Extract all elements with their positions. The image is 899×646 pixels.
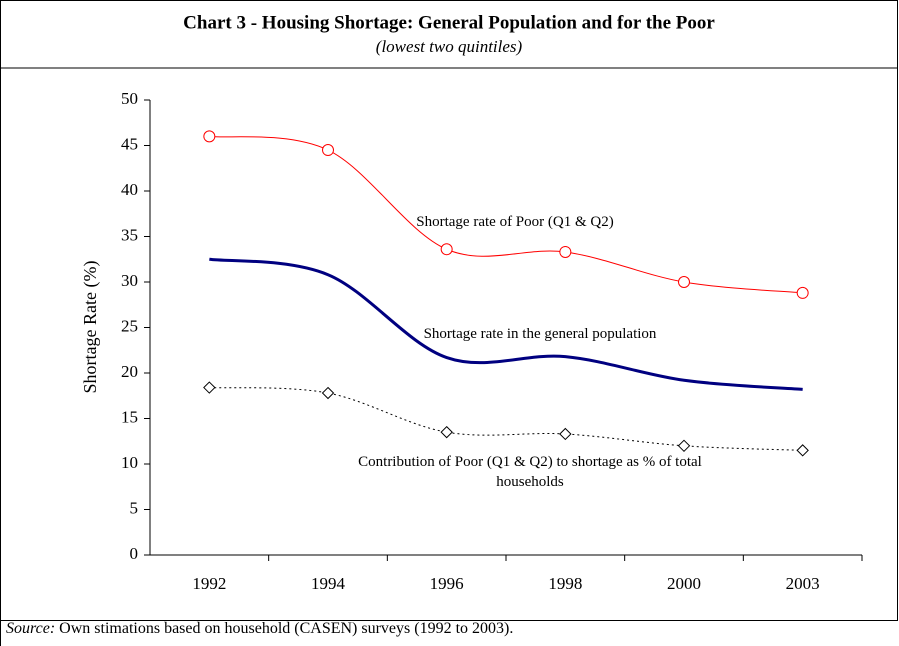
- data-point: [796, 444, 809, 457]
- y-tick-label: 50: [121, 89, 138, 108]
- data-point: [440, 425, 453, 439]
- data-point: [796, 286, 809, 299]
- x-tick-label: 1998: [548, 574, 582, 593]
- series-label: Contribution of Poor (Q1 & Q2) to shorta…: [358, 454, 702, 490]
- y-tick-label: 45: [121, 134, 138, 153]
- y-tick-label: 0: [130, 544, 139, 563]
- data-point: [559, 427, 572, 441]
- series-label: Shortage rate in the general population: [423, 326, 657, 342]
- x-tick-label: 2000: [667, 574, 701, 593]
- series-line: [209, 387, 803, 451]
- data-point: [559, 245, 572, 258]
- y-tick-label: 15: [121, 407, 138, 426]
- data-point: [440, 243, 453, 256]
- y-tick-label: 10: [121, 453, 138, 472]
- series-label: Shortage rate of Poor (Q1 & Q2): [416, 214, 614, 230]
- source-text: Own stimations based on household (CASEN…: [59, 620, 514, 637]
- chart-subtitle: (lowest two quintiles): [376, 37, 523, 56]
- y-axis-label: Shortage Rate (%): [80, 261, 101, 394]
- x-tick-label: 1992: [192, 574, 226, 593]
- y-tick-label: 25: [121, 316, 138, 335]
- data-point: [203, 381, 216, 394]
- data-point: [203, 130, 216, 143]
- y-tick-label: 30: [121, 271, 138, 290]
- y-tick-label: 35: [121, 225, 138, 244]
- source-label: Source:: [6, 620, 56, 637]
- data-point: [677, 439, 691, 453]
- data-point: [322, 144, 334, 157]
- y-tick-label: 5: [130, 498, 139, 517]
- data-point: [321, 386, 335, 400]
- source-note: Source: Own stimations based on househol…: [6, 620, 513, 638]
- data-point: [678, 276, 690, 288]
- frame: [0, 0, 898, 621]
- chart-title: Chart 3 - Housing Shortage: General Popu…: [183, 12, 715, 33]
- series-line: [209, 257, 803, 391]
- x-tick-label: 1994: [311, 574, 346, 593]
- y-tick-label: 20: [121, 362, 138, 381]
- x-tick-label: 2003: [786, 574, 820, 593]
- y-tick-label: 40: [121, 180, 138, 199]
- x-tick-label: 1996: [430, 574, 464, 593]
